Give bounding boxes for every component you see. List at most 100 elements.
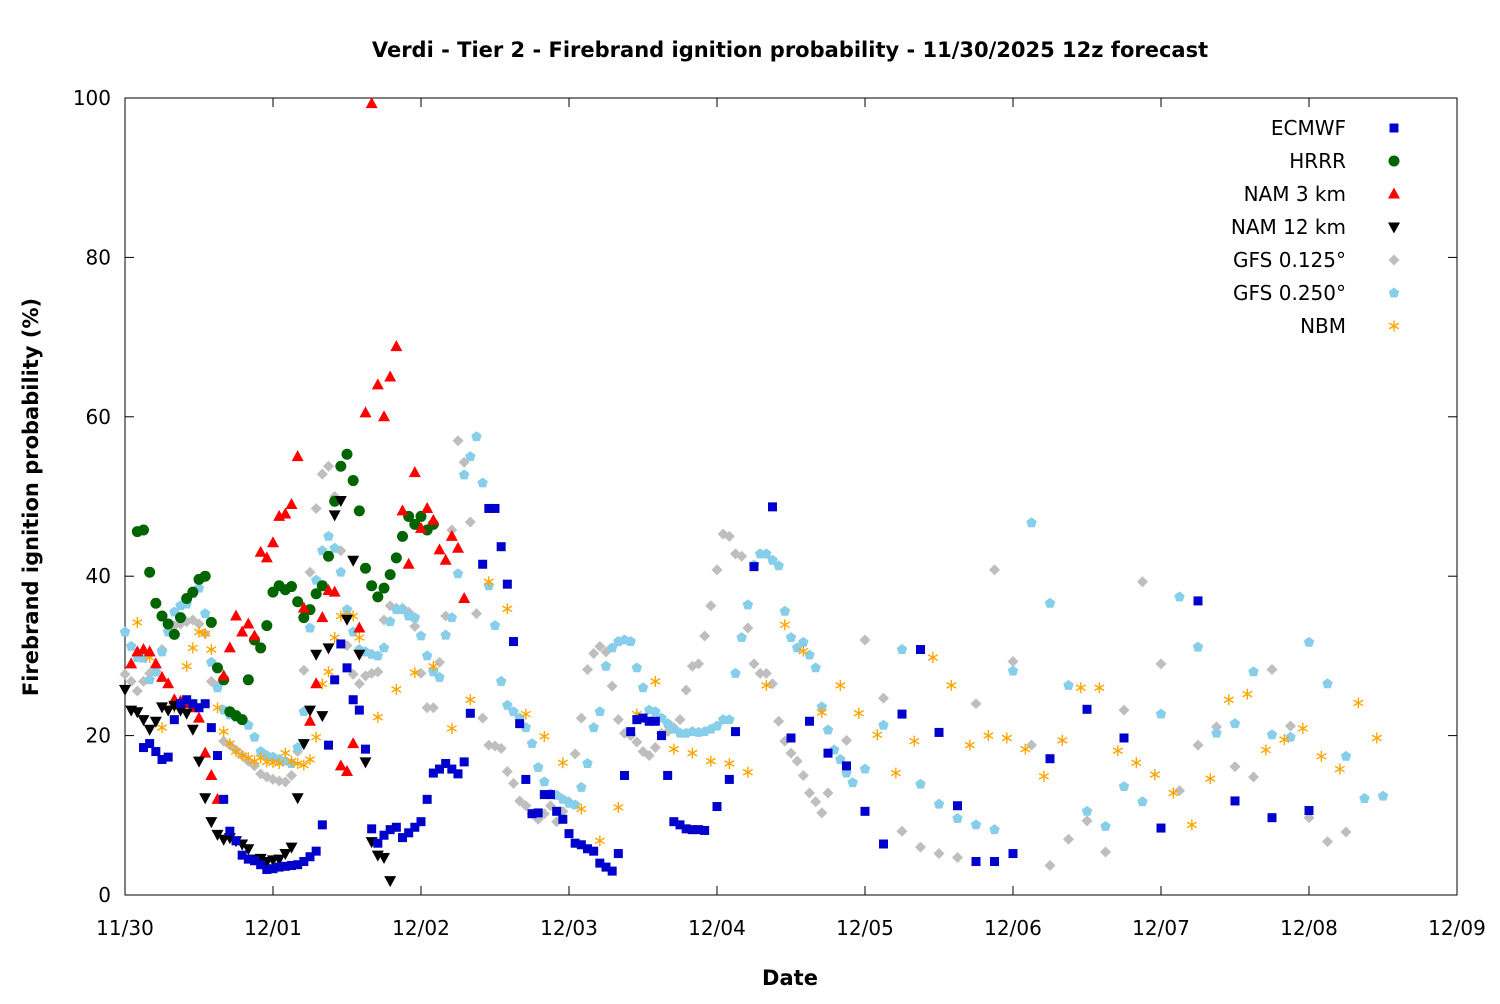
- data-point-gfs-0-125: [279, 776, 291, 788]
- chart-title: Verdi - Tier 2 - Firebrand ignition prob…: [372, 38, 1208, 62]
- data-point-ecmwf: [237, 850, 247, 860]
- data-point-gfs-0-125: [711, 564, 723, 576]
- data-point-ecmwf: [687, 825, 697, 835]
- data-point-nam-3-km: [359, 406, 372, 418]
- data-point-hrrr: [199, 570, 211, 582]
- data-point-nbm: [156, 722, 168, 734]
- data-point-nam-3-km: [143, 645, 156, 657]
- legend-marker-ecmwf: [1389, 123, 1399, 133]
- data-point-ecmwf: [620, 770, 629, 780]
- data-point-gfs-0-250: [1118, 781, 1130, 792]
- data-point-nam-12-km: [119, 684, 131, 696]
- data-point-gfs-0-125: [1192, 739, 1204, 751]
- data-point-gfs-0-250: [1359, 793, 1370, 804]
- data-point-nbm: [779, 619, 790, 631]
- data-point-ecmwf: [262, 864, 272, 874]
- data-point-gfs-0-250: [773, 560, 784, 571]
- x-tick-label: 12/02: [392, 916, 450, 940]
- legend-marker-gfs-0-250: [1388, 287, 1400, 298]
- data-point-ecmwf: [768, 502, 777, 512]
- data-point-gfs-0-125: [1248, 771, 1259, 783]
- data-point-nbm: [576, 803, 587, 815]
- data-point-hrrr: [323, 550, 334, 562]
- data-point-nam-3-km: [205, 768, 218, 780]
- data-point-gfs-0-250: [1155, 708, 1167, 719]
- data-point-gfs-0-125: [952, 852, 963, 864]
- data-point-gfs-0-250: [502, 699, 513, 710]
- data-point-gfs-0-250: [847, 777, 858, 788]
- data-point-gfs-0-250: [1137, 796, 1148, 807]
- data-point-gfs-0-250: [816, 701, 828, 712]
- data-point-nbm: [1334, 763, 1345, 775]
- data-point-hrrr: [168, 628, 180, 640]
- data-point-ecmwf: [354, 705, 364, 715]
- data-point-ecmwf: [447, 764, 457, 774]
- data-point-nam-12-km: [322, 643, 335, 655]
- data-point-nam-12-km: [199, 793, 212, 805]
- data-point-gfs-0-125: [804, 787, 815, 799]
- data-point-nbm: [853, 707, 864, 719]
- data-point-gfs-0-250: [415, 630, 427, 641]
- data-point-nbm: [909, 735, 920, 747]
- data-point-gfs-0-125: [1174, 785, 1185, 797]
- data-point-ecmwf: [879, 839, 888, 849]
- data-point-ecmwf: [330, 675, 340, 685]
- data-point-ecmwf: [422, 794, 432, 804]
- data-point-nam-3-km: [371, 378, 384, 390]
- data-point-nbm: [983, 730, 994, 742]
- data-point-nam-12-km: [304, 705, 316, 717]
- data-point-gfs-0-250: [446, 612, 458, 623]
- data-point-nam-3-km: [162, 677, 175, 689]
- data-point-gfs-0-125: [588, 648, 600, 660]
- data-point-nam-12-km: [180, 708, 193, 720]
- data-point-hrrr: [292, 596, 304, 608]
- data-point-nam-3-km: [254, 545, 267, 557]
- data-point-ecmwf: [570, 838, 580, 848]
- y-tick-label: 20: [86, 724, 111, 748]
- data-point-nam-12-km: [291, 793, 304, 805]
- data-point-ecmwf: [546, 790, 555, 800]
- data-point-gfs-0-125: [1340, 826, 1352, 838]
- data-point-nam-12-km: [137, 715, 150, 727]
- data-point-hrrr: [162, 618, 174, 630]
- x-axis-title: Date: [762, 966, 818, 990]
- data-point-gfs-0-125: [674, 714, 686, 726]
- data-point-nbm: [1223, 694, 1234, 706]
- data-point-ecmwf: [731, 727, 740, 737]
- x-tick-label: 12/07: [1132, 916, 1190, 940]
- data-point-nbm: [1205, 773, 1216, 785]
- legend-label-nam-12-km: NAM 12 km: [1231, 215, 1346, 239]
- data-point-ecmwf: [188, 699, 198, 709]
- data-point-ecmwf: [990, 857, 999, 867]
- data-point-nam-3-km: [328, 585, 341, 597]
- legend-label-hrrr: HRRR: [1289, 149, 1346, 173]
- data-point-ecmwf: [749, 562, 759, 572]
- data-point-gfs-0-250: [631, 662, 643, 673]
- data-point-gfs-0-250: [989, 824, 1000, 835]
- data-point-hrrr: [156, 610, 168, 622]
- data-point-gfs-0-125: [464, 516, 476, 528]
- data-point-gfs-0-125: [896, 825, 908, 837]
- data-point-gfs-0-250: [532, 761, 544, 772]
- series-ecmwf: [139, 502, 1314, 876]
- data-point-gfs-0-125: [131, 685, 143, 697]
- data-point-ecmwf: [176, 699, 185, 709]
- data-point-hrrr: [372, 591, 384, 603]
- data-point-ecmwf: [626, 727, 636, 737]
- data-point-nbm: [409, 667, 420, 679]
- data-point-nam-3-km: [242, 617, 255, 629]
- data-point-nam-12-km: [279, 849, 292, 861]
- data-point-ecmwf: [465, 708, 475, 718]
- data-point-ecmwf: [342, 663, 352, 673]
- data-point-nbm: [594, 835, 605, 847]
- data-point-gfs-0-125: [477, 712, 489, 724]
- data-point-nbm: [428, 660, 439, 672]
- data-point-gfs-0-250: [304, 622, 316, 633]
- data-point-gfs-0-250: [471, 431, 482, 442]
- data-point-gfs-0-125: [1266, 663, 1278, 675]
- data-point-nbm: [761, 679, 772, 691]
- x-tick-label: 12/04: [688, 916, 746, 940]
- data-point-ecmwf: [823, 748, 833, 758]
- data-point-gfs-0-125: [1155, 658, 1167, 670]
